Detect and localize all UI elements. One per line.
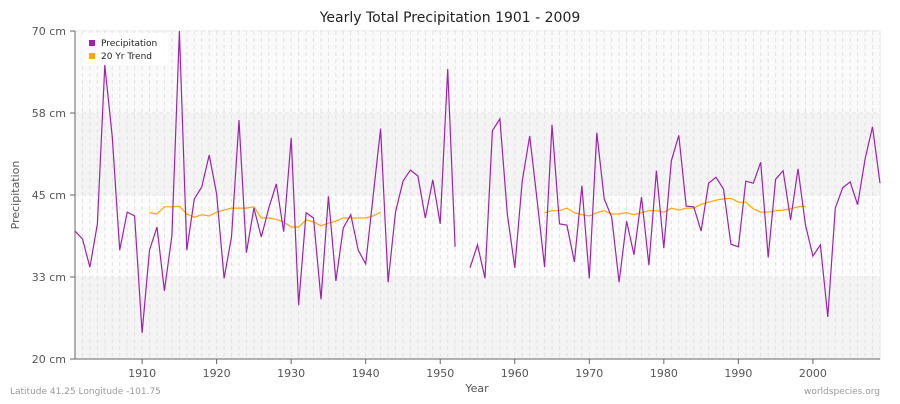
footer-source[interactable]: worldspecies.org xyxy=(804,387,880,397)
y-axis-label: Precipitation xyxy=(9,161,22,230)
legend-swatch-precipitation xyxy=(89,40,95,46)
y-tick-label: 58 cm xyxy=(32,107,66,120)
y-tick-label: 33 cm xyxy=(32,271,66,284)
legend-box xyxy=(82,33,168,65)
x-tick-label: 1910 xyxy=(128,367,156,380)
y-tick-label: 70 cm xyxy=(32,25,66,38)
x-tick-label: 1980 xyxy=(650,367,678,380)
y-tick-label: 45 cm xyxy=(32,189,66,202)
x-tick-label: 1940 xyxy=(352,367,380,380)
legend-label-precipitation: Precipitation xyxy=(101,39,157,49)
legend-label-trend: 20 Yr Trend xyxy=(101,52,152,62)
x-tick-label: 1950 xyxy=(426,367,454,380)
y-band xyxy=(75,31,880,113)
x-tick-label: 2000 xyxy=(799,367,827,380)
legend: Precipitation 20 Yr Trend xyxy=(82,33,168,65)
x-axis-label: Year xyxy=(464,382,489,395)
trend-line xyxy=(149,205,381,228)
precipitation-line xyxy=(74,30,881,333)
x-tick-label: 1970 xyxy=(575,367,603,380)
y-tick-label: 20 cm xyxy=(32,353,66,366)
footer-location: Latitude 41.25 Longitude -101.75 xyxy=(10,387,161,397)
trend-line xyxy=(544,197,806,217)
x-tick-label: 1930 xyxy=(277,367,305,380)
x-tick-label: 1960 xyxy=(501,367,529,380)
chart-title: Yearly Total Precipitation 1901 - 2009 xyxy=(319,10,581,26)
x-tick-label: 1920 xyxy=(203,367,231,380)
legend-swatch-trend xyxy=(89,53,95,59)
x-tick-label: 1990 xyxy=(724,367,752,380)
